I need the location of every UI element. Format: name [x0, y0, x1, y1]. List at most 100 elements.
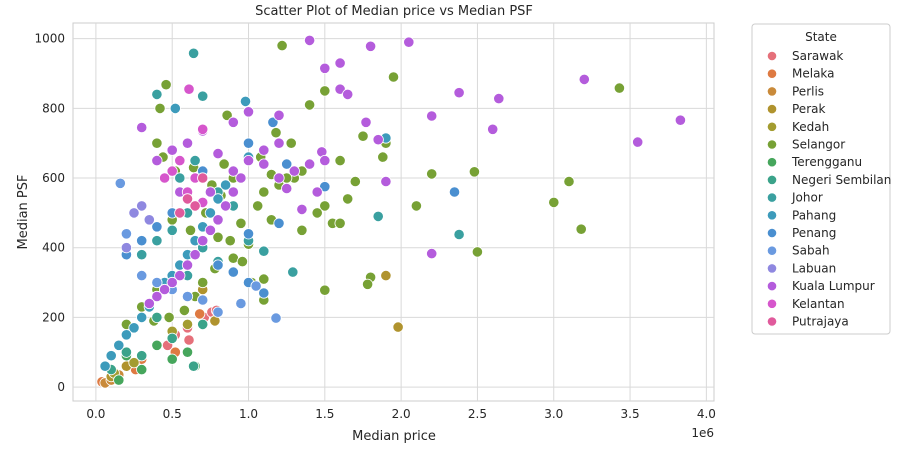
point-kuala-lumpur	[242, 106, 255, 118]
point-kuala-lumpur	[204, 186, 216, 198]
point-labuan	[143, 214, 155, 226]
legend-label: Kelantan	[792, 297, 845, 311]
legend-label: Perlis	[792, 84, 824, 98]
point-selangor	[235, 217, 247, 229]
point-sabah	[270, 312, 282, 324]
point-pahang	[120, 329, 133, 341]
legend-marker	[767, 86, 777, 97]
point-kedah	[181, 318, 194, 330]
point-kedah	[128, 357, 140, 369]
point-pahang	[204, 207, 216, 219]
point-kuala-lumpur	[372, 134, 384, 146]
point-selangor	[575, 223, 587, 235]
legend-item-kedah: Kedah	[767, 120, 829, 134]
point-kuala-lumpur	[159, 283, 171, 296]
data-points	[96, 34, 687, 389]
point-johor	[453, 228, 465, 241]
point-sabah	[212, 306, 224, 318]
x-tick-label: 4.0	[697, 407, 716, 421]
point-kuala-lumpur	[334, 57, 346, 69]
point-kuala-lumpur	[426, 248, 438, 260]
x-tick-label: 0.0	[86, 407, 105, 421]
legend-item-penang: Penang	[767, 226, 836, 240]
point-selangor	[276, 39, 288, 52]
point-kuala-lumpur	[212, 214, 224, 226]
legend-label: Labuan	[792, 261, 836, 275]
legend-marker	[767, 192, 777, 203]
y-axis-ticks: 0 200 400 600 800 1000	[34, 32, 65, 394]
point-terengganu	[113, 374, 125, 386]
point-kuala-lumpur	[288, 165, 300, 177]
legend-item-terengganu: Terengganu	[767, 155, 862, 169]
point-kuala-lumpur	[342, 88, 354, 101]
point-negeri-sembilan	[166, 332, 178, 344]
point-sabah	[120, 228, 133, 240]
point-putrajaya	[197, 172, 209, 184]
point-pahang	[212, 193, 224, 205]
legend-title: State	[805, 30, 837, 44]
point-penang	[258, 287, 270, 299]
legend-label: Terengganu	[791, 155, 862, 169]
legend-marker	[767, 174, 777, 185]
y-tick-label: 200	[42, 310, 65, 324]
point-kuala-lumpur	[273, 109, 285, 121]
x-tick-label: 3.0	[544, 407, 563, 421]
legend-label: Melaka	[792, 67, 835, 81]
point-kuala-lumpur	[151, 155, 163, 167]
point-terengganu	[181, 346, 194, 358]
legend-item-putrajaya: Putrajaya	[767, 315, 849, 329]
legend-label: Putrajaya	[792, 315, 849, 329]
plot-area	[72, 22, 715, 402]
legend-item-sarawak: Sarawak	[767, 49, 843, 63]
point-kuala-lumpur	[360, 116, 372, 128]
point-kuala-lumpur	[212, 148, 224, 160]
legend-marker	[767, 298, 777, 309]
point-selangor	[563, 175, 575, 188]
point-selangor	[613, 82, 626, 94]
legend-marker	[767, 316, 777, 327]
point-negeri-sembilan	[136, 350, 148, 362]
point-kuala-lumpur	[334, 83, 346, 95]
point-kuala-lumpur	[258, 144, 270, 156]
point-selangor	[178, 304, 190, 316]
point-pahang	[220, 179, 232, 191]
point-pahang	[105, 350, 117, 362]
legend-marker	[767, 245, 777, 256]
point-selangor	[357, 130, 369, 142]
x-axis-offset-label: 1e6	[691, 426, 714, 440]
point-sabah	[151, 276, 163, 289]
point-putrajaya	[181, 193, 194, 205]
point-kuala-lumpur	[319, 155, 331, 167]
point-selangor	[548, 196, 560, 208]
point-kuala-lumpur	[632, 136, 644, 148]
y-tick-label: 800	[42, 101, 65, 115]
point-negeri-sembilan	[120, 346, 133, 358]
legend-items: Sarawak Melaka Perlis Perak Kedah Selangor Ter…	[767, 49, 891, 329]
point-selangor	[258, 186, 270, 198]
point-selangor	[154, 102, 166, 115]
x-tick-label: 1.5	[315, 407, 334, 421]
x-tick-label: 0.5	[163, 407, 182, 421]
point-terengganu	[136, 363, 148, 376]
legend-frame	[751, 23, 891, 335]
legend-marker	[767, 121, 777, 132]
legend-label: Negeri Sembilan	[792, 173, 891, 187]
point-perak	[380, 269, 392, 282]
point-johor	[166, 224, 178, 236]
point-kuala-lumpur	[674, 114, 687, 126]
legend-item-negeri-sembilan: Negeri Sembilan	[767, 173, 891, 187]
point-pahang	[169, 102, 181, 115]
point-selangor	[197, 276, 209, 289]
point-kuala-lumpur	[242, 155, 255, 167]
point-kuala-lumpur	[143, 297, 155, 310]
point-kuala-lumpur	[181, 259, 194, 271]
x-axis-label: Median price	[352, 429, 436, 444]
legend-marker	[767, 51, 777, 61]
point-kuala-lumpur	[273, 137, 285, 149]
legend-marker	[767, 68, 777, 79]
point-pahang	[136, 311, 148, 323]
legend-item-kelantan: Kelantan	[767, 297, 845, 311]
point-selangor	[285, 137, 297, 149]
legend-marker	[767, 210, 777, 221]
